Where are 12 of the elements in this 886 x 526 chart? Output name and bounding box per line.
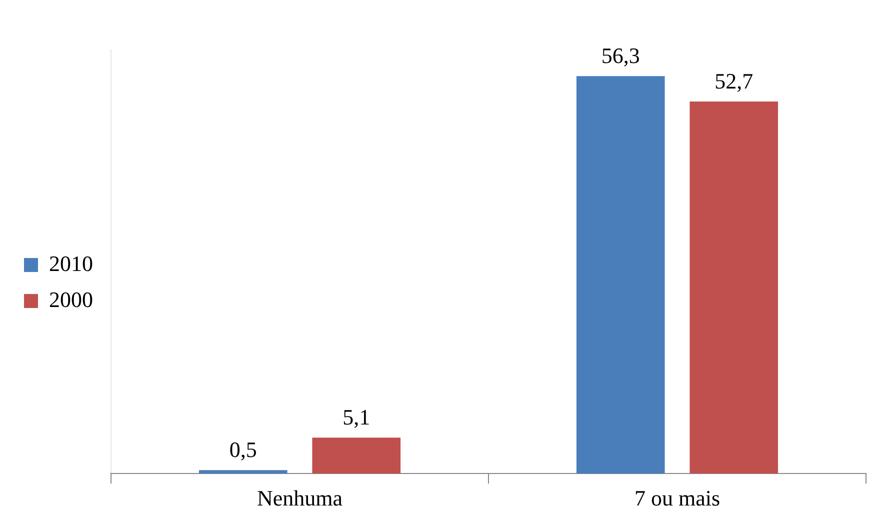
data-label: 52,7	[714, 68, 754, 94]
legend-label: 2000	[49, 286, 93, 312]
bar	[690, 102, 778, 474]
legend-label: 2010	[49, 250, 93, 276]
bar	[576, 76, 665, 474]
bar	[198, 470, 288, 474]
x-tick-label: 7 ou mais	[634, 486, 720, 511]
bar	[312, 438, 401, 474]
data-label: 56,3	[601, 42, 640, 68]
data-label: 0,5	[229, 436, 257, 462]
data-label: 5,1	[342, 404, 370, 430]
x-tick-label: Nenhuma	[256, 486, 343, 511]
